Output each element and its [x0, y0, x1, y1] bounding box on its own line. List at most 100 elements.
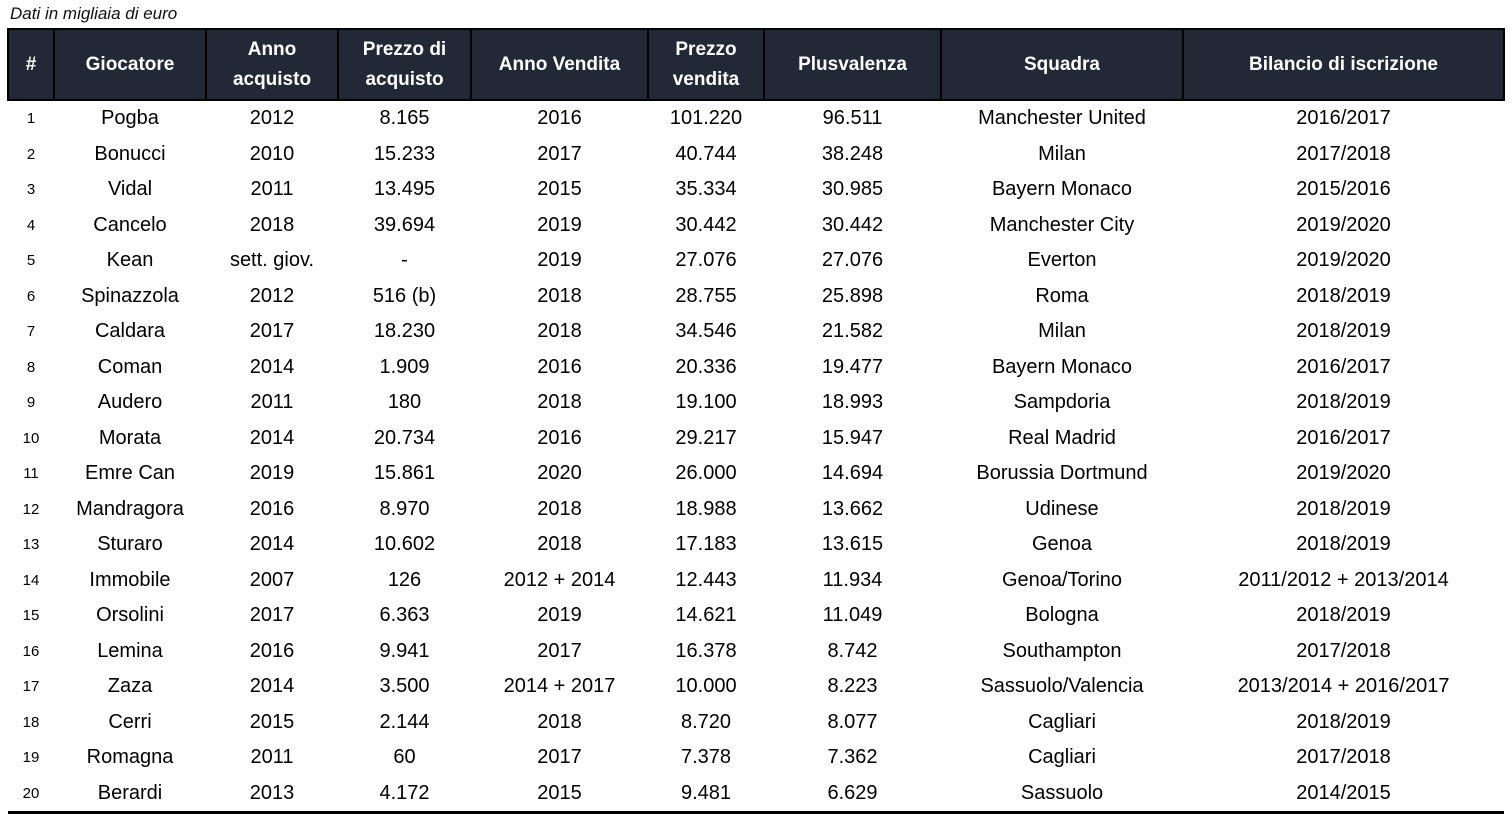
table-row: 17 Zaza 2014 3.500 2014 + 2017 10.000 8.223 Sas… — [8, 669, 1504, 705]
table-row: 10 Morata 2014 20.734 2016 29.217 15.947 Real M… — [8, 421, 1504, 457]
cell-prezzo_acquisto: 1.909 — [379, 355, 430, 378]
cell-anno_acquisto: 2014 — [249, 426, 295, 449]
table-row: 4 Cancelo 2018 39.694 2019 30.442 30.442 Manche… — [8, 208, 1504, 244]
cell-anno_acquisto: 2016 — [249, 497, 295, 520]
table-row: 19 Romagna 2011 60 2017 7.378 7.362 Cagliari 201… — [8, 740, 1504, 776]
cell-bilancio_iscrizione: 2011/2012 + 2013/2014 — [1238, 568, 1449, 591]
cell-prezzo_acquisto: 6.363 — [379, 604, 430, 627]
cell-anno_acquisto: 2010 — [249, 142, 295, 165]
cell-squadra: Borussia Dortmund — [976, 462, 1148, 485]
cell-squadra: Everton — [1027, 249, 1097, 272]
cell-anno_acquisto: 2011 — [250, 178, 294, 201]
page: Dati in migliaia di euro # Giocatore Anno … — [0, 4, 1512, 814]
cell-squadra: Real Madrid — [1008, 426, 1116, 449]
cell-giocatore: Bonucci — [94, 142, 166, 165]
cell-plusvalenza: 11.934 — [822, 568, 883, 591]
cell-plusvalenza: 30.442 — [821, 213, 884, 236]
cell-squadra: Udinese — [1025, 497, 1099, 520]
cell-squadra: Bayern Monaco — [991, 355, 1133, 378]
cell-anno_acquisto: 2016 — [249, 639, 295, 662]
table-row: 7 Caldara 2017 18.230 2018 34.546 21.582 Milan 2… — [8, 314, 1504, 350]
cell-bilancio_iscrizione: 2013/2014 + 2016/2017 — [1237, 675, 1450, 698]
cell-anno_vendita: 2014 + 2017 — [503, 675, 616, 698]
column-header-anno_vendita: Anno Vendita — [470, 28, 649, 101]
column-header-giocatore: Giocatore — [53, 28, 207, 101]
cell-num: 8 — [26, 358, 36, 376]
cell-anno_acquisto: sett. giov. — [229, 249, 315, 272]
cell-giocatore: Mandragora — [76, 497, 184, 520]
cell-giocatore: Orsolini — [96, 604, 164, 627]
cell-prezzo_acquisto: 20.734 — [373, 426, 436, 449]
cell-prezzo_vendita: 28.755 — [675, 284, 737, 307]
cell-bilancio_iscrizione: 2017/2018 — [1296, 746, 1391, 769]
cell-bilancio_iscrizione: 2018/2019 — [1296, 533, 1391, 556]
cell-num: 13 — [22, 536, 40, 554]
cell-anno_vendita: 2018 — [537, 533, 582, 556]
cell-num: 14 — [22, 571, 40, 589]
cell-bilancio_iscrizione: 2018/2019 — [1296, 284, 1391, 307]
cell-squadra: Cagliari — [1028, 746, 1096, 769]
cell-bilancio_iscrizione: 2018/2019 — [1296, 497, 1391, 520]
cell-num: 6 — [26, 287, 36, 305]
cell-bilancio_iscrizione: 2018/2019 — [1296, 604, 1391, 627]
cell-prezzo_vendita: 18.988 — [675, 497, 737, 520]
cell-bilancio_iscrizione: 2019/2020 — [1296, 213, 1391, 236]
cell-giocatore: Morata — [98, 426, 162, 449]
cell-num: 11 — [23, 465, 39, 483]
cell-prezzo_vendita: 34.546 — [675, 320, 737, 343]
cell-giocatore: Caldara — [94, 320, 166, 343]
cell-anno_vendita: 2017 — [537, 142, 582, 165]
cell-squadra: Cagliari — [1028, 710, 1096, 733]
cell-prezzo_vendita: 10.000 — [675, 675, 737, 698]
cell-plusvalenza: 27.076 — [821, 249, 884, 272]
cell-anno_vendita: 2016 — [537, 107, 582, 130]
cell-prezzo_acquisto: 3.500 — [379, 675, 430, 698]
cell-prezzo_acquisto: 39.694 — [373, 213, 436, 236]
cell-squadra: Roma — [1035, 284, 1089, 307]
cell-prezzo_vendita: 7.378 — [680, 746, 732, 769]
cell-plusvalenza: 7.362 — [827, 746, 878, 769]
table-row: 5 Kean sett. giov. - 2019 27.076 27.076 Everton… — [8, 243, 1504, 279]
table-row: 20 Berardi 2013 4.172 2015 9.481 6.629 Sassuolo… — [8, 776, 1504, 813]
cell-plusvalenza: 8.742 — [827, 639, 878, 662]
cell-num: 9 — [26, 394, 36, 412]
cell-prezzo_vendita: 8.720 — [680, 710, 732, 733]
cell-anno_acquisto: 2011 — [250, 746, 294, 769]
cell-anno_acquisto: 2013 — [249, 781, 295, 804]
table-row: 11 Emre Can 2019 15.861 2020 26.000 14.694 Boru… — [8, 456, 1504, 492]
cell-plusvalenza: 6.629 — [827, 781, 878, 804]
cell-num: 5 — [26, 252, 36, 270]
cell-num: 18 — [22, 713, 40, 731]
column-header-anno_acquisto: Anno acquisto — [205, 28, 339, 101]
cell-plusvalenza: 96.511 — [822, 107, 883, 130]
cell-plusvalenza: 21.582 — [821, 320, 884, 343]
cell-bilancio_iscrizione: 2019/2020 — [1296, 462, 1391, 485]
column-header-plusvalenza: Plusvalenza — [763, 28, 942, 101]
cell-plusvalenza: 14.694 — [821, 462, 884, 485]
cell-plusvalenza: 30.985 — [821, 178, 884, 201]
cell-giocatore: Emre Can — [84, 462, 176, 485]
table-row: 9 Audero 2011 180 2018 19.100 18.993 Sampdoria 2… — [8, 385, 1504, 421]
cell-anno_vendita: 2019 — [537, 604, 582, 627]
cell-prezzo_vendita: 35.334 — [675, 178, 737, 201]
cell-anno_acquisto: 2012 — [249, 107, 295, 130]
cell-bilancio_iscrizione: 2017/2018 — [1296, 639, 1391, 662]
cell-squadra: Sampdoria — [1013, 391, 1111, 414]
cell-plusvalenza: 19.477 — [821, 355, 884, 378]
cell-squadra: Genoa/Torino — [1001, 568, 1123, 591]
cell-prezzo_vendita: 29.217 — [675, 426, 737, 449]
cell-prezzo_vendita: 12.443 — [675, 568, 737, 591]
cell-num: 2 — [26, 145, 36, 163]
cell-giocatore: Berardi — [97, 781, 163, 804]
cell-giocatore: Cancelo — [93, 213, 167, 236]
cell-plusvalenza: 11.049 — [822, 604, 883, 627]
cell-anno_vendita: 2018 — [537, 391, 582, 414]
cell-prezzo_acquisto: 516 (b) — [372, 284, 437, 307]
cell-prezzo_acquisto: 9.941 — [379, 639, 430, 662]
cell-prezzo_acquisto: 8.970 — [379, 497, 430, 520]
cell-giocatore: Immobile — [89, 568, 171, 591]
cell-giocatore: Zaza — [107, 675, 153, 698]
cell-anno_vendita: 2019 — [537, 213, 582, 236]
cell-prezzo_acquisto: 15.233 — [373, 142, 436, 165]
column-header-prezzo_vendita: Prezzo vendita — [647, 28, 765, 101]
